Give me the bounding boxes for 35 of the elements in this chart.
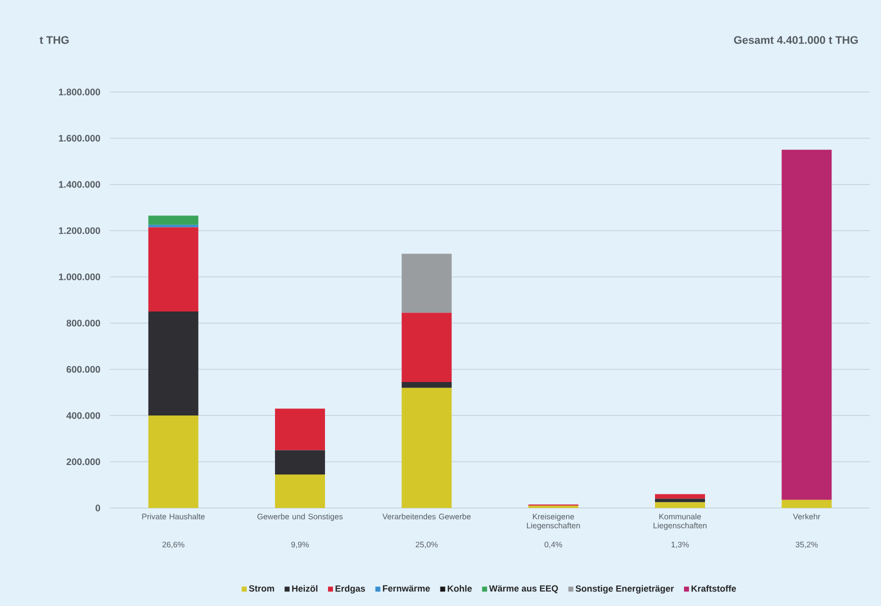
bar [402, 254, 452, 313]
bar [275, 474, 325, 508]
y-tick-label: 200.000 [66, 458, 100, 466]
bar [148, 312, 198, 416]
legend-label: Sonstige Energieträger [576, 585, 674, 594]
y-tick-label: 600.000 [66, 366, 100, 373]
bar [655, 502, 706, 508]
bar [148, 216, 198, 225]
bar [275, 450, 325, 474]
legend-label: Kohle [448, 585, 472, 592]
bar [402, 382, 452, 388]
y-tick-label: 800.000 [66, 320, 100, 326]
y-tick-label: 400.000 [66, 412, 100, 419]
y-axis-title: t THG [40, 36, 69, 44]
legend-label: Erdgas [336, 585, 366, 594]
legend-label: Heizöl [292, 585, 318, 592]
bar [148, 416, 198, 508]
legend-label: Strom [248, 585, 274, 592]
bar [275, 408, 325, 450]
y-tick-label: 1.200.000 [58, 227, 100, 234]
text: Gesamt 4.401.000 t THG [734, 36, 858, 44]
y-tick-label: 1.600.000 [58, 134, 100, 142]
legend-label: Fernwärme [382, 585, 430, 592]
bar [782, 150, 832, 500]
bar [782, 500, 832, 508]
y-tick-label: 1.800.000 [58, 88, 100, 96]
legend-label: Kraftstoffe [692, 585, 736, 592]
y-tick-label: 0 [96, 504, 100, 512]
bar [402, 312, 452, 382]
y-tick-label: 1.000.000 [58, 274, 100, 280]
bar [655, 494, 706, 499]
bar [402, 388, 452, 508]
y-tick-label: 1.400.000 [58, 181, 100, 188]
legend-label: Wärme aus EEQ [489, 585, 558, 594]
bar [148, 227, 198, 312]
